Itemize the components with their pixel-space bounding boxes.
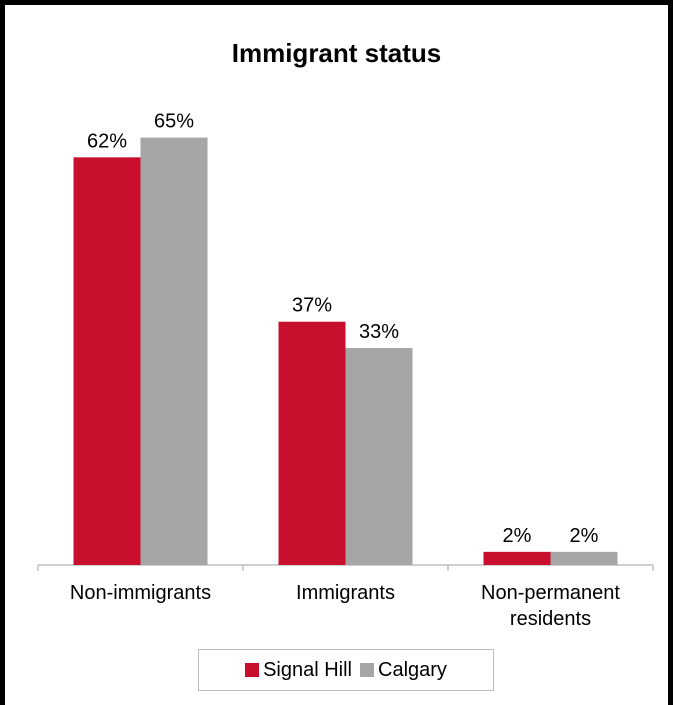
legend-swatch-calgary (360, 663, 374, 677)
legend-item-calgary: Calgary (360, 659, 447, 682)
x-tick-label: Non-immigrants (70, 582, 211, 604)
data-label: 2% (570, 525, 599, 547)
legend-label-calgary: Calgary (378, 658, 447, 681)
data-label: 33% (359, 321, 399, 343)
chart-legend: Signal Hill Calgary (198, 649, 494, 691)
legend-item-signal-hill: Signal Hill (245, 659, 352, 682)
bar-signal-hill (73, 157, 141, 565)
chart-title: Immigrant status (231, 38, 442, 68)
data-label: 2% (503, 525, 532, 547)
bar-signal-hill (483, 551, 551, 565)
x-tick-label: Non-permanent (481, 582, 620, 604)
legend-swatch-signal-hill (245, 663, 260, 677)
data-label: 37% (292, 295, 332, 317)
bar-signal-hill (278, 321, 346, 565)
legend-label-signal-hill: Signal Hill (263, 658, 352, 681)
x-tick-label: residents (510, 608, 591, 630)
bar-calgary (345, 348, 413, 565)
data-label: 65% (154, 111, 194, 133)
x-tick-label: Immigrants (296, 582, 395, 604)
bar-calgary (140, 137, 208, 566)
bar-calgary (550, 551, 618, 565)
data-label: 62% (87, 130, 127, 152)
